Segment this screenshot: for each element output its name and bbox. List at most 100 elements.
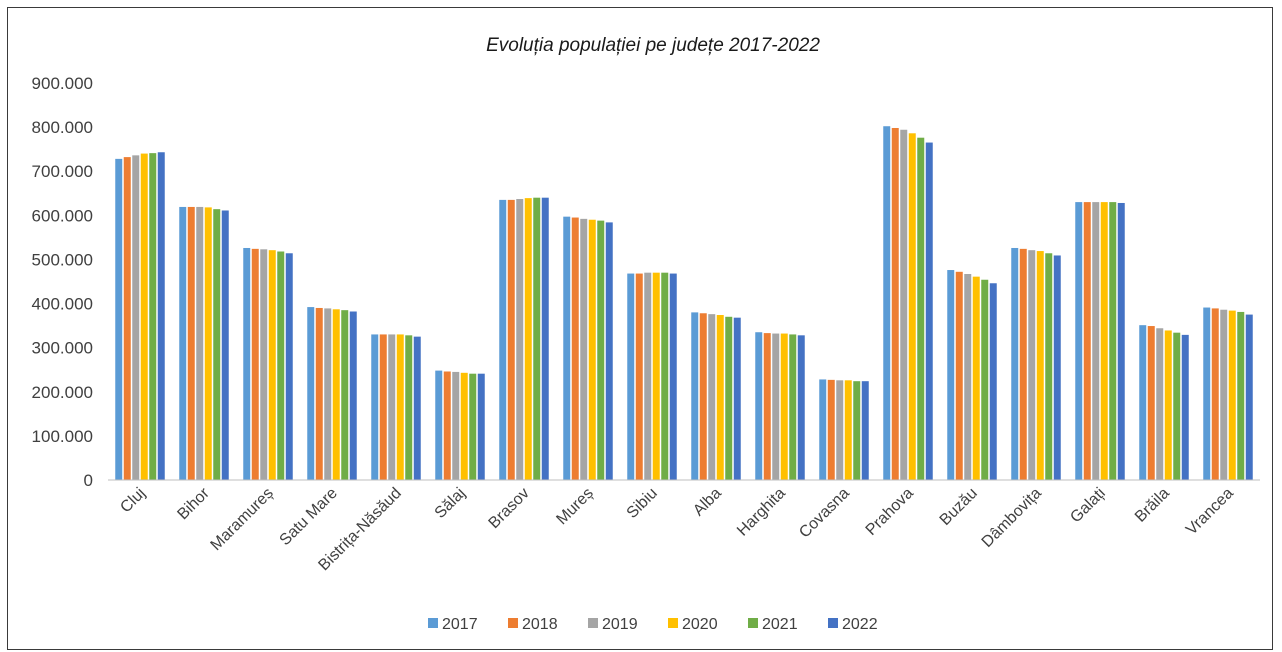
bar-2020-6 bbox=[524, 198, 532, 480]
bar-2022-16 bbox=[1181, 334, 1189, 480]
x-tick-label: Buzău bbox=[937, 485, 981, 529]
bar-2018-9 bbox=[699, 313, 707, 480]
bar-2017-14 bbox=[1011, 247, 1019, 480]
bar-2019-10 bbox=[772, 333, 780, 480]
bar-2022-0 bbox=[157, 152, 165, 480]
bar-2019-3 bbox=[324, 308, 332, 480]
legend-swatch-2017 bbox=[428, 618, 438, 628]
bar-2018-13 bbox=[955, 271, 963, 480]
bar-2020-2 bbox=[268, 250, 276, 480]
x-tick-label: Dâmbovița bbox=[979, 485, 1045, 551]
bar-2018-17 bbox=[1211, 308, 1219, 480]
legend-label: 2018 bbox=[522, 616, 558, 633]
bar-2022-11 bbox=[861, 381, 869, 480]
chart-title: Evoluția populației pe județe 2017-2022 bbox=[486, 35, 820, 56]
x-tick-label: Mureș bbox=[553, 485, 596, 528]
bar-2021-15 bbox=[1109, 202, 1117, 480]
bar-2019-17 bbox=[1220, 309, 1228, 480]
chart-frame: Evoluția populației pe județe 2017-2022 … bbox=[7, 7, 1273, 650]
bar-2017-10 bbox=[755, 332, 763, 480]
bar-2017-9 bbox=[691, 312, 699, 480]
bar-2018-2 bbox=[251, 248, 259, 480]
bar-2019-13 bbox=[964, 274, 972, 480]
bar-2018-12 bbox=[891, 127, 899, 481]
x-tick-label: Brăila bbox=[1132, 485, 1173, 526]
bar-2019-0 bbox=[132, 155, 140, 480]
bar-2021-4 bbox=[405, 335, 413, 480]
legend-swatch-2018 bbox=[508, 618, 518, 628]
y-tick-label: 900.000 bbox=[32, 74, 93, 93]
bar-2022-15 bbox=[1117, 202, 1125, 481]
legend-label: 2020 bbox=[682, 616, 718, 633]
bar-2018-14 bbox=[1019, 248, 1027, 480]
legend-label: 2021 bbox=[762, 616, 798, 633]
bar-2017-7 bbox=[563, 216, 571, 480]
bar-2018-7 bbox=[571, 217, 579, 481]
y-tick-label: 100.000 bbox=[32, 427, 93, 446]
x-tick-label: Covasna bbox=[796, 485, 853, 542]
bar-2021-2 bbox=[277, 251, 285, 480]
bar-2017-16 bbox=[1139, 325, 1147, 480]
bar-2017-1 bbox=[179, 206, 187, 480]
bar-2021-6 bbox=[533, 197, 541, 480]
bar-2022-13 bbox=[989, 283, 997, 480]
y-tick-label: 500.000 bbox=[32, 250, 93, 269]
bar-2021-10 bbox=[789, 334, 797, 480]
bar-2017-15 bbox=[1075, 202, 1083, 480]
bar-2018-0 bbox=[123, 157, 131, 481]
bar-2021-8 bbox=[661, 272, 669, 480]
bar-2019-12 bbox=[900, 129, 908, 480]
y-tick-label: 700.000 bbox=[32, 162, 93, 181]
bar-2020-8 bbox=[652, 272, 660, 480]
bar-2022-1 bbox=[221, 210, 229, 481]
bar-2017-5 bbox=[435, 370, 443, 480]
y-tick-label: 0 bbox=[84, 471, 93, 490]
bar-2018-6 bbox=[507, 199, 515, 480]
bar-2020-4 bbox=[396, 334, 404, 480]
bar-2019-5 bbox=[452, 371, 460, 480]
bar-2018-10 bbox=[763, 333, 771, 480]
bar-2021-14 bbox=[1045, 253, 1053, 480]
bar-2020-9 bbox=[716, 315, 724, 480]
bar-2020-10 bbox=[780, 333, 788, 480]
bar-2018-8 bbox=[635, 273, 643, 480]
bar-2019-9 bbox=[708, 314, 716, 480]
bar-2018-15 bbox=[1083, 202, 1091, 480]
bar-2020-12 bbox=[908, 133, 916, 480]
bar-2020-11 bbox=[844, 380, 852, 480]
bar-2021-9 bbox=[725, 316, 733, 480]
x-tick-label: Vrancea bbox=[1183, 485, 1237, 539]
x-tick-label: Prahova bbox=[863, 485, 917, 539]
bar-2018-1 bbox=[187, 206, 195, 480]
x-tick-label: Cluj bbox=[117, 485, 149, 517]
legend-label: 2022 bbox=[842, 616, 878, 633]
bar-2019-4 bbox=[388, 334, 396, 480]
bar-2020-14 bbox=[1036, 251, 1044, 480]
bar-2021-3 bbox=[341, 310, 349, 480]
bar-2022-6 bbox=[541, 197, 549, 480]
bar-2022-8 bbox=[669, 273, 677, 480]
bar-2021-17 bbox=[1237, 311, 1245, 480]
y-tick-label: 400.000 bbox=[32, 295, 93, 314]
x-tick-label: Sibiu bbox=[624, 485, 661, 522]
bar-2021-16 bbox=[1173, 332, 1181, 480]
legend-swatch-2019 bbox=[588, 618, 598, 628]
bar-2019-7 bbox=[580, 218, 588, 481]
bar-2020-3 bbox=[332, 309, 340, 480]
bar-2018-16 bbox=[1147, 326, 1155, 480]
bar-2017-8 bbox=[627, 273, 635, 480]
bar-2020-1 bbox=[204, 207, 212, 480]
x-tick-label: Alba bbox=[690, 485, 725, 520]
bar-2017-12 bbox=[883, 126, 891, 480]
bar-2019-16 bbox=[1156, 328, 1164, 480]
legend-swatch-2021 bbox=[748, 618, 758, 628]
bar-2019-6 bbox=[516, 199, 524, 480]
bar-2017-3 bbox=[307, 307, 315, 480]
bar-2019-8 bbox=[644, 272, 652, 480]
bar-2018-4 bbox=[379, 334, 387, 480]
bar-2020-17 bbox=[1228, 310, 1236, 480]
bar-2017-6 bbox=[499, 199, 507, 480]
bar-2021-5 bbox=[469, 373, 477, 480]
bar-2020-16 bbox=[1164, 330, 1172, 480]
bar-2017-4 bbox=[371, 334, 379, 480]
